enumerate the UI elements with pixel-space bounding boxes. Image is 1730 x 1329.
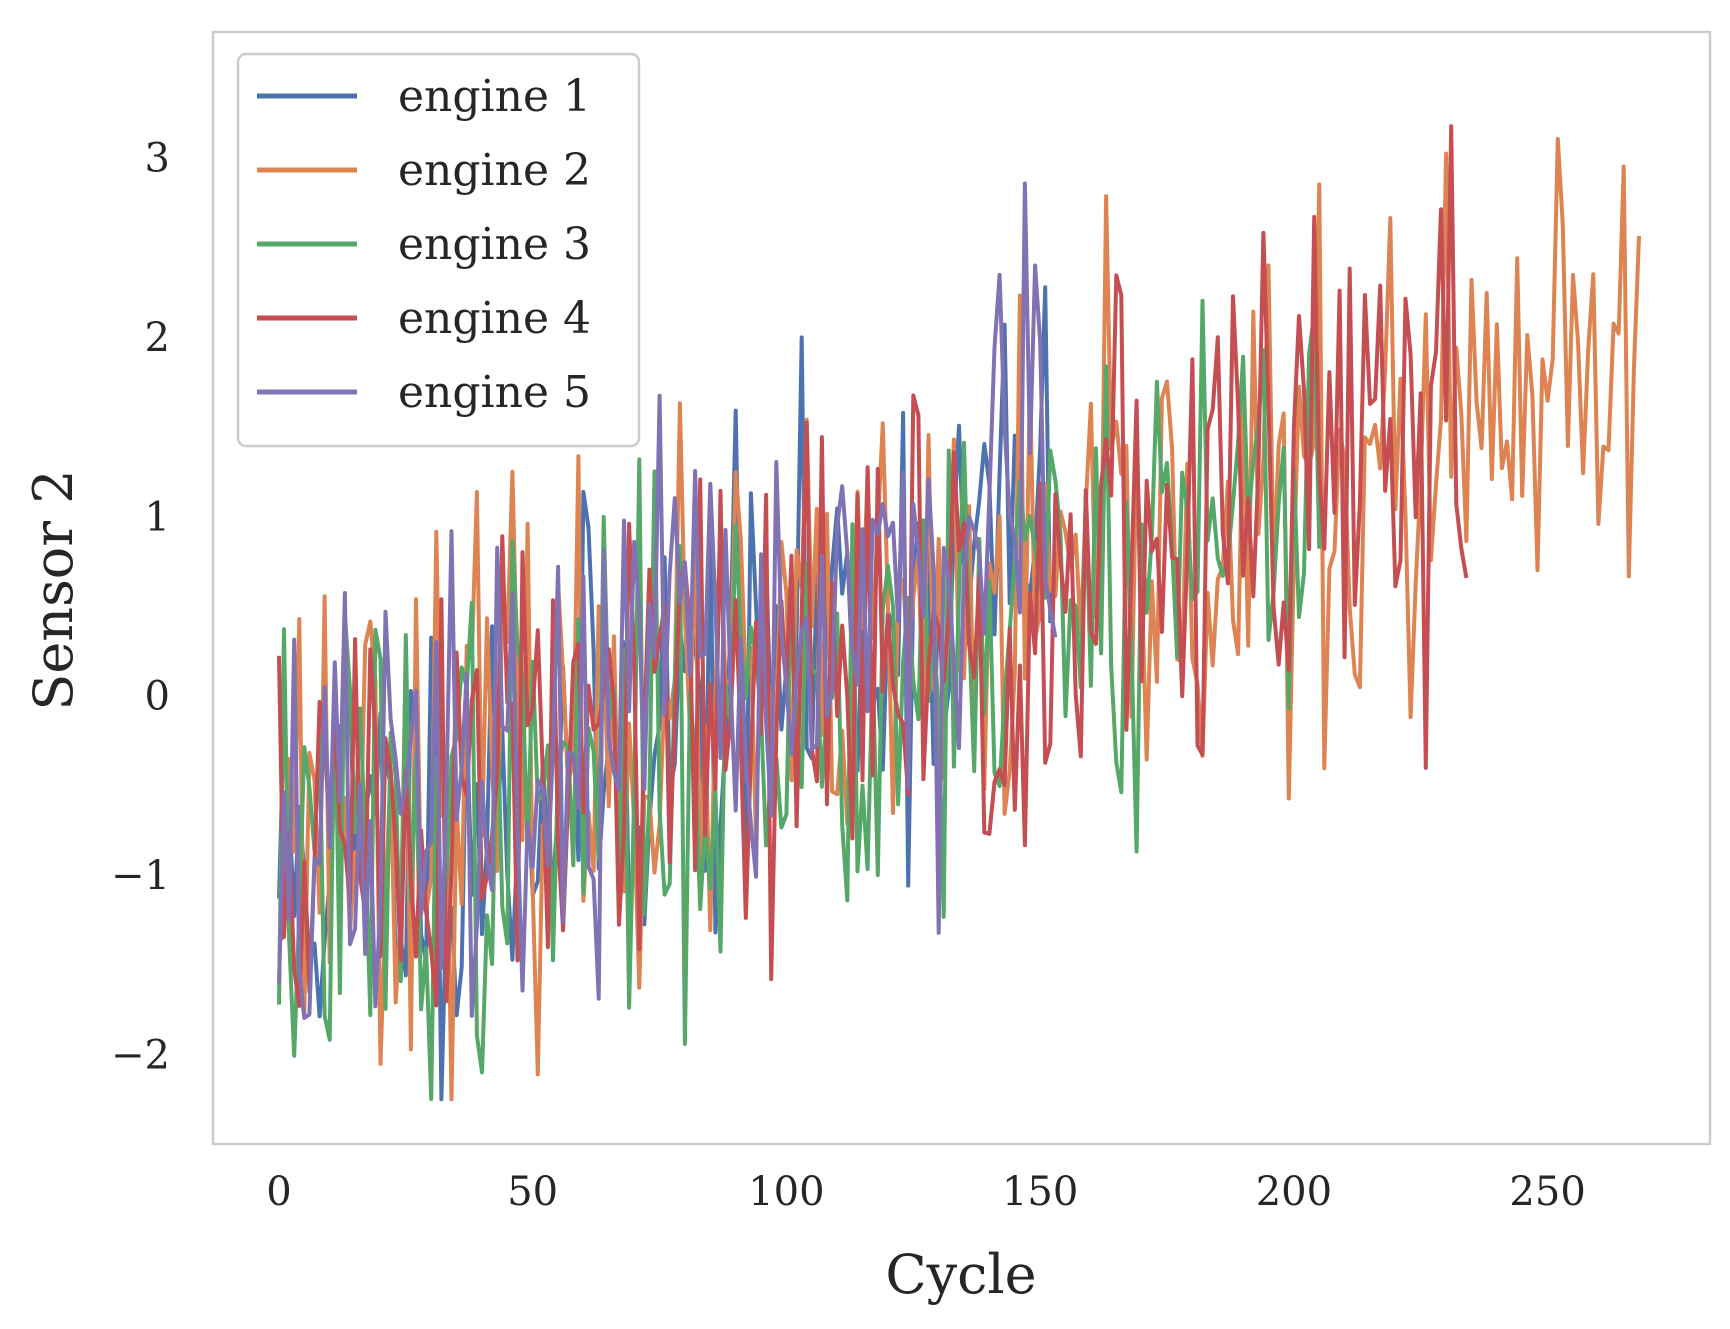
y-tick-labels: −2 −1 0 1 2 3 <box>111 136 170 1079</box>
y-axis-label: Sensor 2 <box>22 469 85 710</box>
legend-label: engine 4 <box>398 293 591 344</box>
legend: engine 1 engine 2 engine 3 engine 4 engine 5 <box>236 52 641 448</box>
y-tick-label: 0 <box>145 674 170 720</box>
legend-box <box>236 52 641 448</box>
x-axis-label: Cycle <box>885 1243 1036 1306</box>
legend-label: engine 2 <box>398 145 591 196</box>
legend-label: engine 3 <box>398 219 591 270</box>
x-tick-label: 250 <box>1509 1169 1585 1215</box>
series-layer <box>277 124 1641 1102</box>
y-tick-label: 3 <box>145 136 170 182</box>
x-tick-label: 200 <box>1256 1169 1332 1215</box>
legend-label: engine 1 <box>398 71 591 122</box>
series-line <box>277 124 1469 1008</box>
series-line <box>277 181 1058 1020</box>
y-tick-label: 2 <box>145 315 170 361</box>
legend-items: engine 1 engine 2 engine 3 engine 4 engine 5 <box>257 71 591 418</box>
y-tick-label: 1 <box>145 494 170 540</box>
legend-label: engine 5 <box>398 367 591 418</box>
x-tick-label: 150 <box>1002 1169 1078 1215</box>
x-tick-labels: 0 50 100 150 200 250 <box>266 1169 1586 1215</box>
x-tick-label: 100 <box>748 1169 824 1215</box>
y-tick-label: −2 <box>111 1032 170 1078</box>
x-tick-label: 50 <box>507 1169 558 1215</box>
x-tick-label: 0 <box>266 1169 291 1215</box>
y-tick-label: −1 <box>111 853 170 899</box>
